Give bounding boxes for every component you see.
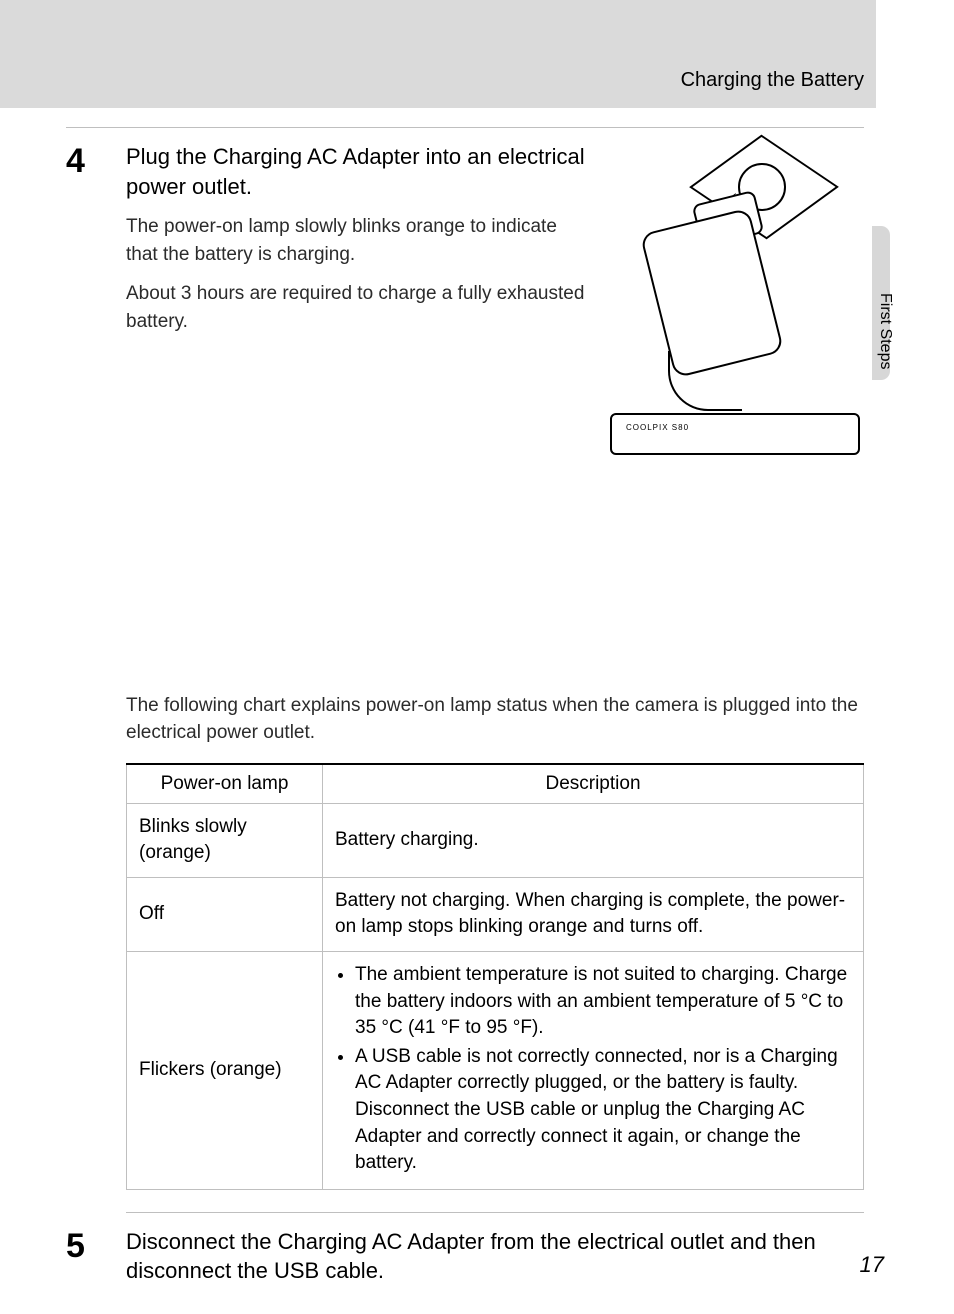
step-5: 5 Disconnect the Charging AC Adapter fro… [66,1227,864,1298]
table-cell-desc: Battery charging. [323,803,864,877]
table-cell-lamp: Blinks slowly (orange) [127,803,323,877]
step-paragraph: The power-on lamp slowly blinks orange t… [126,213,586,268]
table-intro-text: The following chart explains power-on la… [126,692,864,747]
step-heading: Disconnect the Charging AC Adapter from … [126,1227,864,1286]
page-content: 4 Plug the Charging AC Adapter into an e… [66,127,864,1298]
step-paragraph: About 3 hours are required to charge a f… [126,280,586,335]
table-bullet: The ambient temperature is not suited to… [355,962,851,1042]
table-cell-lamp: Off [127,877,323,951]
step-body: Plug the Charging AC Adapter into an ele… [126,142,864,1227]
charger-cable-icon [668,351,742,411]
step-body: Disconnect the Charging AC Adapter from … [126,1227,864,1298]
table-bullet: A USB cable is not correctly connected, … [355,1044,851,1177]
table-cell-lamp: Flickers (orange) [127,952,323,1190]
section-tab-label: First Steps [876,293,894,369]
table-header-row: Power-on lamp Description [127,764,864,804]
step-number: 4 [66,142,126,178]
divider [66,127,864,128]
table-header-cell: Power-on lamp [127,764,323,804]
step-4: 4 Plug the Charging AC Adapter into an e… [66,142,864,1227]
step-heading: Plug the Charging AC Adapter into an ele… [126,142,606,201]
page-header-title: Charging the Battery [681,69,864,92]
camera-model-label: COOLPIX S80 [626,423,689,432]
table-row: Flickers (orange) The ambient temperatur… [127,952,864,1190]
divider [126,1212,864,1213]
table-bullet-list: The ambient temperature is not suited to… [335,962,851,1177]
table-cell-desc: The ambient temperature is not suited to… [323,952,864,1190]
page-number: 17 [860,1252,884,1278]
table-row: Off Battery not charging. When charging … [127,877,864,951]
table-header-cell: Description [323,764,864,804]
power-on-lamp-table: Power-on lamp Description Blinks slowly … [126,763,864,1190]
table-cell-desc: Battery not charging. When charging is c… [323,877,864,951]
charger-illustration: COOLPIX S80 [608,137,864,465]
table-row: Blinks slowly (orange) Battery charging. [127,803,864,877]
step-number: 5 [66,1227,126,1263]
camera-outline-icon [610,413,860,455]
